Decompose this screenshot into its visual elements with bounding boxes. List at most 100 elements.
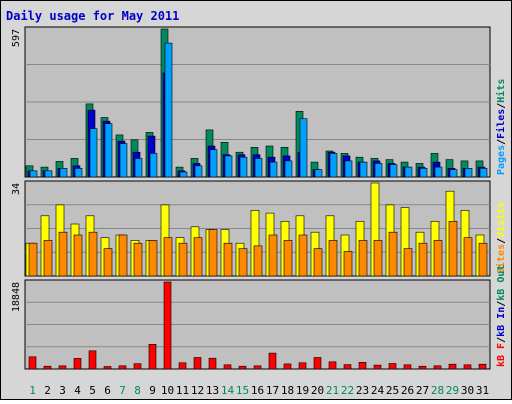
x-tick-label-day-18: 18 (281, 384, 294, 397)
legend-entry: Hits (495, 79, 507, 103)
bar-sites-day-29 (448, 221, 458, 277)
legend-entry: kB F (496, 343, 507, 367)
bar-sites-day-1 (28, 242, 38, 277)
legend-entry: / (496, 238, 507, 244)
bar-kb-f-day-29 (448, 363, 457, 370)
bar-kb-f-day-9 (148, 343, 157, 370)
x-tick-label-day-6: 6 (104, 384, 111, 397)
bar-sites-day-28 (433, 240, 443, 277)
x-tick-label-day-5: 5 (89, 384, 96, 397)
x-tick-label-day-14: 14 (221, 384, 235, 397)
bar-pages-day-24 (374, 163, 383, 178)
x-tick-label-day-28: 28 (431, 384, 444, 397)
bar-sites-day-25 (388, 231, 398, 277)
bar-sites-day-31 (478, 242, 488, 277)
y-max-label-visits_sites: 34 (11, 183, 22, 195)
bar-sites-day-21 (328, 240, 338, 277)
bar-pages-day-19 (299, 118, 308, 178)
bar-pages-day-9 (149, 153, 158, 178)
x-tick-label-day-31: 31 (476, 384, 489, 397)
bar-kb-f-day-12 (193, 357, 202, 370)
bar-pages-day-2 (44, 170, 53, 178)
x-tick-label-day-4: 4 (74, 384, 81, 397)
x-tick-label-day-11: 11 (176, 384, 189, 397)
bar-pages-day-13 (209, 149, 218, 178)
bar-pages-day-15 (239, 156, 248, 178)
x-tick-label-day-13: 13 (206, 384, 219, 397)
legend-kb: kB F/kB In/kB Out (496, 265, 507, 367)
x-tick-label-day-26: 26 (401, 384, 414, 397)
series-kb-f (28, 281, 487, 370)
bar-pages-day-31 (479, 168, 488, 178)
bar-pages-day-22 (344, 160, 353, 178)
bar-sites-day-6 (103, 248, 113, 277)
legend-entry: / (496, 337, 507, 343)
bar-kb-f-day-30 (463, 364, 472, 370)
bar-sites-day-3 (58, 231, 68, 277)
x-tick-label-day-23: 23 (356, 384, 369, 397)
x-tick-label-day-17: 17 (266, 384, 279, 397)
bar-kb-f-day-2 (43, 365, 52, 370)
bar-pages-day-27 (419, 168, 428, 178)
bar-kb-f-day-5 (88, 350, 97, 370)
x-tick-label-day-2: 2 (44, 384, 51, 397)
x-tick-label-day-30: 30 (461, 384, 474, 397)
bar-sites-day-14 (223, 242, 233, 277)
bar-pages-day-25 (389, 164, 398, 178)
bar-pages-day-10 (164, 42, 173, 178)
x-tick-label-day-3: 3 (59, 384, 66, 397)
bar-sites-day-4 (73, 234, 83, 277)
bar-kb-f-day-3 (58, 365, 67, 370)
legend-entry: kB In (496, 307, 507, 337)
x-tick-label-day-29: 29 (446, 384, 459, 397)
bar-kb-f-day-18 (283, 363, 292, 370)
bar-sites-day-26 (403, 248, 413, 277)
x-tick-label-day-16: 16 (251, 384, 264, 397)
bar-sites-day-8 (133, 242, 143, 277)
bar-kb-f-day-31 (478, 363, 487, 370)
series-sites (28, 221, 488, 277)
x-tick-label-day-25: 25 (386, 384, 399, 397)
x-tick-label-day-24: 24 (371, 384, 385, 397)
bar-pages-day-4 (74, 168, 83, 178)
bar-sites-day-12 (193, 237, 203, 277)
bar-kb-f-day-14 (223, 364, 232, 370)
x-axis-labels: 1 2 3 4 5 6 7 8 9 10 11 12 13 14 15 16 17 18 19 20 21 22 23 24 2… (29, 384, 489, 397)
bar-pages-day-18 (284, 160, 293, 178)
legend-visits_sites: Sites/Visits (495, 202, 507, 274)
x-tick-label-day-12: 12 (191, 384, 204, 397)
bar-kb-f-day-15 (238, 365, 247, 370)
bar-pages-day-28 (434, 166, 443, 178)
legend-hits_files_pages: Pages/Files/Hits (495, 79, 507, 175)
x-tick-label-day-9: 9 (149, 384, 156, 397)
bar-pages-day-14 (224, 155, 233, 178)
bar-pages-day-20 (314, 169, 323, 178)
bar-sites-day-11 (178, 242, 188, 277)
x-tick-label-day-22: 22 (341, 384, 354, 397)
bar-kb-f-day-10 (163, 281, 172, 370)
panel-visits_sites: 34 Sites/Visits (11, 180, 507, 277)
bar-kb-f-day-19 (298, 362, 307, 370)
bar-sites-day-24 (373, 240, 383, 277)
bar-kb-f-day-23 (358, 361, 367, 370)
bar-kb-f-day-28 (433, 365, 442, 370)
bar-pages-day-5 (89, 128, 98, 178)
bar-pages-day-3 (59, 168, 68, 178)
bar-kb-f-day-25 (388, 363, 397, 370)
bar-kb-f-day-24 (373, 364, 382, 370)
bar-pages-day-11 (179, 171, 188, 178)
bar-pages-day-17 (269, 161, 278, 178)
bar-sites-day-27 (418, 242, 428, 277)
bar-sites-day-18 (283, 240, 293, 277)
bar-kb-f-day-13 (208, 357, 217, 370)
bar-pages-day-6 (104, 123, 113, 178)
bar-sites-day-15 (238, 248, 248, 277)
bar-kb-f-day-4 (73, 358, 82, 370)
chart-title: Daily usage for May 2011 (6, 9, 179, 23)
bar-kb-f-day-17 (268, 352, 277, 370)
bar-kb-f-day-22 (343, 364, 352, 370)
legend-entry: Visits (495, 202, 507, 238)
